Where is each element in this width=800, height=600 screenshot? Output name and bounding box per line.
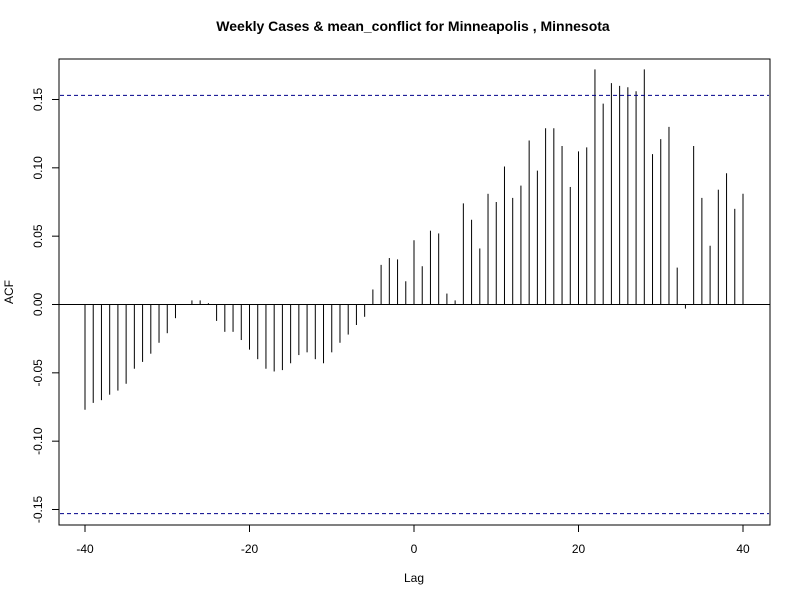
y-tick-label: -0.10 xyxy=(31,427,45,455)
x-axis-label: Lag xyxy=(404,571,424,585)
x-tick-label: -40 xyxy=(76,542,94,556)
y-tick-label: 0.15 xyxy=(31,87,45,111)
confidence-bounds xyxy=(60,94,769,515)
x-axis: -40 -20 0 20 40 xyxy=(76,524,750,556)
y-tick-label: 0.05 xyxy=(31,224,45,248)
y-tick-label: 0.00 xyxy=(31,292,45,316)
y-axis: -0.15 -0.10 -0.05 0.00 0.05 0.10 0.15 xyxy=(31,87,60,524)
y-tick-label: -0.15 xyxy=(31,496,45,524)
x-tick-label: 0 xyxy=(411,542,418,556)
y-tick-label: 0.10 xyxy=(31,156,45,180)
x-tick-label: 20 xyxy=(572,542,586,556)
x-tick-label: 40 xyxy=(736,542,750,556)
x-tick-label: -20 xyxy=(241,542,259,556)
acf-spikes xyxy=(84,69,744,410)
y-axis-label: ACF xyxy=(2,280,16,304)
y-tick-label: -0.05 xyxy=(31,359,45,387)
chart-title: Weekly Cases & mean_conflict for Minneap… xyxy=(216,18,610,34)
